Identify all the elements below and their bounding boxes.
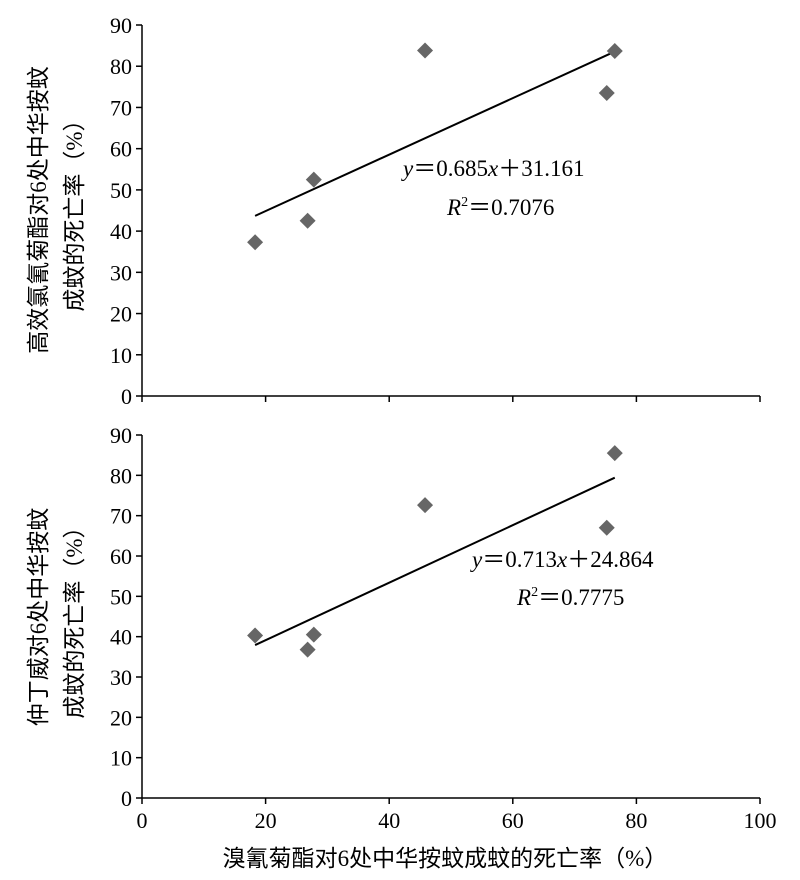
bottom-eq-part2: ＋24.864 [567,547,654,572]
bottom-y-tick-label: 30 [110,665,132,690]
bottom-y-tick-label: 90 [110,423,132,448]
bottom-x-tick-label: 60 [502,808,524,833]
bottom-y-tick-label: 0 [121,786,132,811]
top-trendline [254,50,616,217]
bottom-x-tick-label: 80 [625,808,647,833]
bottom-data-point [305,626,322,643]
bottom-ylabel-line2: 成蚊的死亡率（%） [62,515,87,718]
bottom-y-axis-label: 仲丁威对6处中华按蚊 成蚊的死亡率（%） [26,508,87,727]
bottom-r2-R: R [516,585,531,610]
top-y-tick-label: 0 [121,384,132,409]
top-y-tick-label: 40 [110,219,132,244]
bottom-x-tick-label: 0 [137,808,148,833]
bottom-r2-val: ＝0.7775 [538,585,624,610]
bottom-x-tick-label: 100 [744,808,777,833]
bottom-y-tick-label: 10 [110,746,132,771]
top-r2: R2＝0.7076 [446,195,554,220]
bottom-x-tick-label: 20 [255,808,277,833]
bottom-x-tick-label: 40 [378,808,400,833]
bottom-data-point [247,627,264,644]
bottom-eq-x: x [556,547,568,572]
top-eq-y: y [401,156,414,181]
top-eq-part2: ＋31.161 [498,156,584,181]
bottom-data-point [598,519,615,536]
top-y-tick-label: 10 [110,343,132,368]
bottom-data-point [299,641,316,658]
bottom-y-tick-label: 20 [110,705,132,730]
bottom-ylabel-line1: 仲丁威对6处中华按蚊 [26,508,51,727]
top-equation: y＝0.685x＋31.161 [401,156,584,181]
top-data-point [299,212,316,229]
bottom-axes [136,434,761,804]
bottom-y-tick-label: 70 [110,504,132,529]
x-axis-label: 溴氰菊酯对6处中华按蚊成蚊的死亡率（%） [223,846,668,871]
top-y-tick-label: 50 [110,178,132,203]
bottom-data-marks [247,445,623,658]
top-data-point [598,85,615,102]
bottom-panel: 0 10 20 30 40 50 60 70 80 90 0 20 40 60 80 100 y＝0.713x… [26,423,777,833]
bottom-r2: R2＝0.7775 [516,585,624,610]
bottom-eq-part1: ＝0.713 [482,547,557,572]
top-y-tick-label: 80 [110,54,132,79]
top-y-tick-label: 20 [110,302,132,327]
top-ylabel-line1: 高效氯氰菊酯对6处中华按蚊 [26,66,51,354]
top-r2-sup: 2 [461,195,468,210]
bottom-y-tick-label: 50 [110,584,132,609]
top-axes [136,24,761,402]
top-y-axis-label: 高效氯氰菊酯对6处中华按蚊 成蚊的死亡率（%） [26,66,87,354]
bottom-r2-sup: 2 [531,585,538,600]
top-data-point [417,42,434,59]
top-y-tick-label: 30 [110,260,132,285]
bottom-trendline [254,476,616,646]
top-eq-part1: ＝0.685 [413,156,488,181]
bottom-eq-y: y [470,547,483,572]
top-y-tick-label: 70 [110,95,132,120]
bottom-tick-labels: 0 10 20 30 40 50 60 70 80 90 0 20 40 60 80 100 [110,423,777,833]
top-eq-x: x [487,156,499,181]
bottom-y-tick-label: 40 [110,625,132,650]
top-data-point [606,42,623,59]
top-data-marks [247,42,623,251]
top-r2-val: ＝0.7076 [468,195,554,220]
bottom-data-point [606,445,623,462]
top-y-tick-label: 90 [110,13,132,38]
top-r2-R: R [446,195,461,220]
top-ylabel-line2: 成蚊的死亡率（%） [62,108,87,311]
top-data-point [305,171,322,188]
top-data-point [247,234,264,251]
bottom-y-tick-label: 60 [110,544,132,569]
top-y-tick-label: 60 [110,137,132,162]
bottom-data-point [417,497,434,514]
top-y-tick-labels: 0 10 20 30 40 50 60 70 80 90 [110,13,132,409]
bottom-equation: y＝0.713x＋24.864 [470,547,654,572]
bottom-y-tick-label: 80 [110,463,132,488]
